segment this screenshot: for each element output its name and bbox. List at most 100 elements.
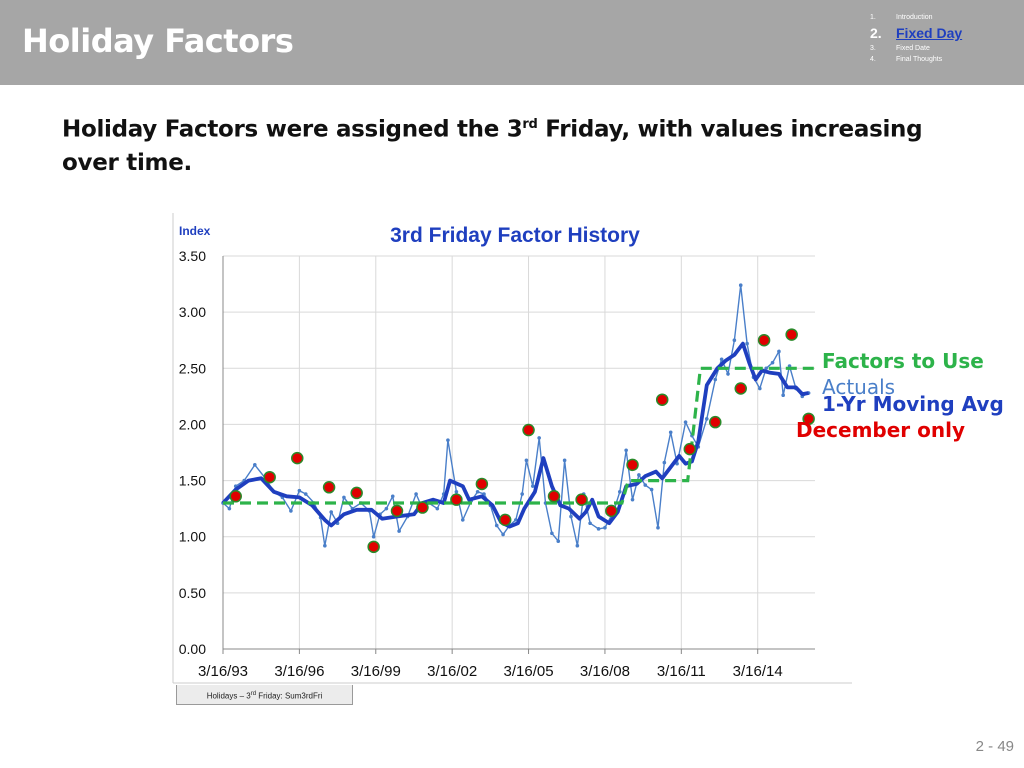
december-point [709,415,722,429]
sheet-tab-superscript: rd [250,691,257,697]
moving-average-line [221,341,809,529]
december-point [785,328,798,341]
actuals-point [649,487,654,492]
actuals-point [704,417,709,421]
actuals-point [777,349,781,354]
x-tick-label: 3/16/02 [427,663,477,680]
actuals-point [303,492,308,496]
actuals-point [537,436,541,440]
actuals-point [297,488,302,493]
x-tick-label: 3/16/11 [657,663,706,680]
actuals-point [588,521,592,526]
actuals-point [371,534,376,539]
december-point [475,477,489,491]
nav-label: Fixed Day [896,25,963,41]
actuals-point [390,494,395,499]
y-tick-label: 0.50 [179,585,206,601]
grid-lines [222,255,815,654]
actuals-point [556,539,561,544]
actuals-point [603,525,607,530]
x-tick-label: 3/16/93 [198,663,248,680]
nav-item-fixed-date[interactable]: 3. Fixed Date [870,43,1020,54]
nav-number: 3. [870,45,876,52]
subtitle-superscript: rd [522,117,538,132]
actuals-point [738,283,743,287]
nav-item-fixed-day[interactable]: 2. Fixed Day [870,23,1020,43]
sheet-tab-text: Holidays – 3 [206,691,251,701]
chart-title: 3rd Friday Factor History [390,224,640,247]
actuals-point [446,438,450,442]
actuals-point [501,532,505,537]
factors-to-use-line [223,366,815,505]
december-point [416,501,429,514]
legend-factors: Factors to Use [822,349,984,373]
actuals-point [524,458,529,463]
x-tick-labels: 3/16/93 3/16/96 3/16/99 3/16/02 3/16/05 3/16/… [198,663,783,680]
y-tick-label: 3.50 [179,248,206,264]
actuals-point [630,497,635,502]
actuals-point [617,490,622,494]
chart-series [221,283,815,554]
december-point [498,513,512,527]
actuals-point [781,393,785,398]
sheet-tab[interactable]: Holidays – 3rd Friday: Sum3rdFri [176,685,353,705]
actuals-point [562,458,567,463]
actuals-point [384,506,389,511]
nav-number: 4. [870,56,876,63]
section-nav: 1. Introduction 2. Fixed Day 3. Fixed Date … [870,12,1020,65]
december-point [229,490,242,503]
nav-item-introduction[interactable]: 1. Introduction [870,12,1020,23]
actuals-point [683,420,688,424]
page-title: Holiday Factors [22,22,294,60]
december-point [626,458,639,472]
x-tick-label: 3/16/05 [504,663,554,680]
december-point [322,481,336,494]
page-number: 2 - 49 [975,738,1014,755]
y-tick-label: 0.00 [179,641,206,657]
y-tick-label: 2.00 [179,416,206,432]
legend-december: December only [796,418,966,442]
december-point [522,423,535,437]
actuals-point [329,510,334,514]
legend-actuals: Actuals [822,375,896,399]
december-point [683,442,697,456]
legend-moving-avg: 1-Yr Moving Avg [822,392,1004,416]
december-point [367,540,380,554]
december-point [263,470,276,484]
actuals-point [643,483,648,487]
y-tick-labels: 0.00 0.50 1.00 1.50 2.00 2.50 3.00 3.50 [179,248,206,657]
actuals-point [414,492,418,496]
subtitle-text: Holiday Factors were assigned the 3 [62,116,523,143]
actuals-point [253,463,257,467]
y-tick-label: 1.00 [179,529,206,545]
y-tick-label: 1.50 [179,473,206,489]
sheet-tab-text-end: Friday: Sum3rdFri [256,691,323,701]
actuals-point [342,495,346,500]
actuals-point [637,473,641,477]
december-point [350,486,363,500]
actuals-point [289,509,293,513]
december-point [575,493,588,506]
actuals-point [719,357,724,362]
december-point [655,393,669,406]
slide-subtitle: Holiday Factors were assigned the 3rd Fr… [62,108,962,180]
subtitle-text-end: Friday, with values increasing over time… [62,116,923,176]
december-point [605,504,618,518]
december-point [547,490,561,503]
december-point [757,333,771,347]
actuals-point [713,377,718,382]
actuals-point [569,514,573,519]
december-point [734,382,747,395]
nav-number: 2. [870,25,882,41]
actuals-point [520,492,524,496]
actuals-point [770,360,775,365]
nav-item-final-thoughts[interactable]: 4. Final Thoughts [870,54,1020,65]
nav-label: Introduction [896,14,933,21]
actuals-point [745,341,749,346]
actuals-point [514,518,518,522]
nav-number: 1. [870,14,876,21]
actuals-point [550,531,554,536]
december-point [450,493,463,506]
actuals-point [764,366,768,371]
